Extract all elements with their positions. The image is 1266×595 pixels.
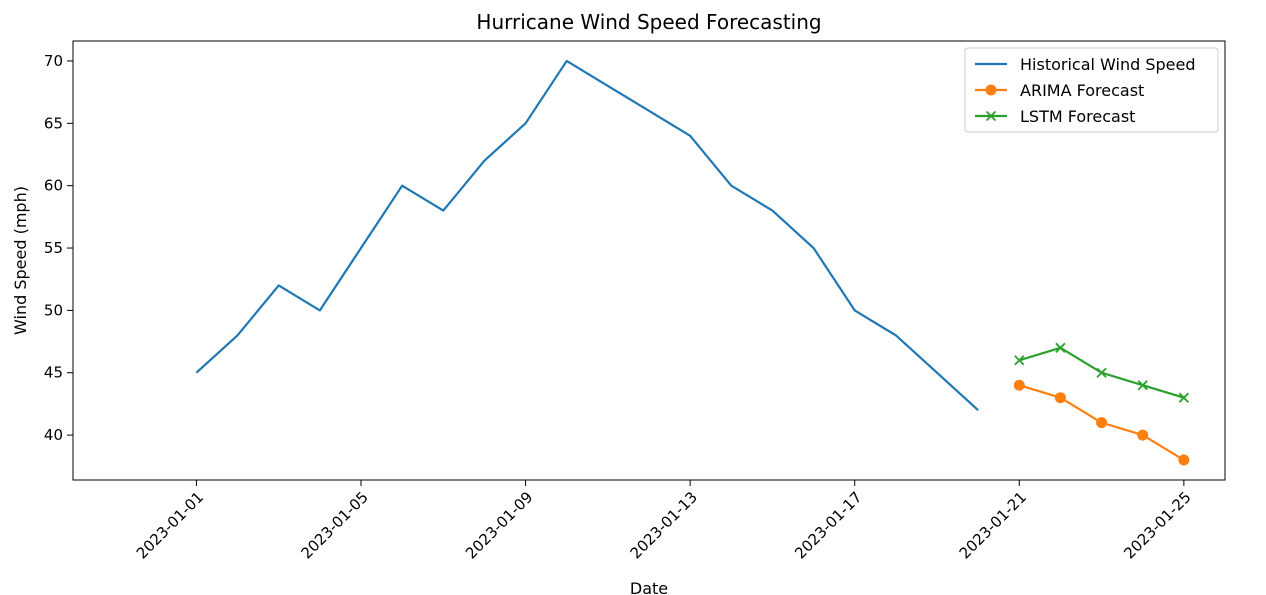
plot-frame (72, 40, 1226, 481)
x-tick-label: 2023-01-17 (791, 488, 865, 562)
chart-title: Hurricane Wind Speed Forecasting (476, 10, 821, 34)
data-point-marker (1137, 380, 1148, 391)
series-line-0 (195, 59, 979, 411)
legend-label: LSTM Forecast (1020, 107, 1135, 126)
y-tick-label: 45 (44, 364, 63, 382)
legend: Historical Wind Speed ARIMA Forecast LSTM … (964, 47, 1219, 133)
plot-area (195, 59, 1190, 466)
x-tick-label: 2023-01-13 (627, 488, 701, 562)
data-point-marker (1137, 429, 1149, 441)
y-tick-label: 40 (44, 426, 63, 444)
legend-label: Historical Wind Speed (1020, 55, 1195, 74)
legend-box (964, 47, 1219, 133)
data-point-marker (1096, 367, 1107, 378)
x-axis: 2023-01-01 2023-01-05 2023-01-09 2023-01-13… (133, 480, 1195, 562)
x-tick-label: 2023-01-01 (133, 488, 207, 562)
y-axis: 40 45 50 55 60 65 70 (44, 52, 73, 444)
y-tick-label: 50 (44, 301, 63, 319)
data-point-marker (1055, 342, 1066, 353)
data-point-marker (1013, 379, 1025, 391)
legend-label: ARIMA Forecast (1020, 81, 1144, 100)
x-axis-label: Date (630, 579, 668, 595)
x-tick-label: 2023-01-05 (297, 488, 371, 562)
y-tick-label: 60 (44, 177, 63, 195)
legend-marker (985, 110, 997, 122)
data-point-marker (1178, 454, 1190, 466)
x-tick-label: 2023-01-09 (462, 488, 536, 562)
x-tick-label: 2023-01-21 (956, 488, 1030, 562)
data-point-marker (1054, 392, 1066, 404)
legend-marker (985, 84, 997, 96)
y-axis-label: Wind Speed (mph) (11, 186, 30, 335)
data-point-marker (1014, 355, 1025, 366)
data-point-marker (1096, 417, 1108, 429)
y-tick-label: 55 (44, 239, 63, 257)
data-point-marker (1178, 392, 1189, 403)
y-tick-label: 65 (44, 114, 63, 132)
y-tick-label: 70 (44, 52, 63, 70)
x-tick-label: 2023-01-25 (1120, 488, 1194, 562)
